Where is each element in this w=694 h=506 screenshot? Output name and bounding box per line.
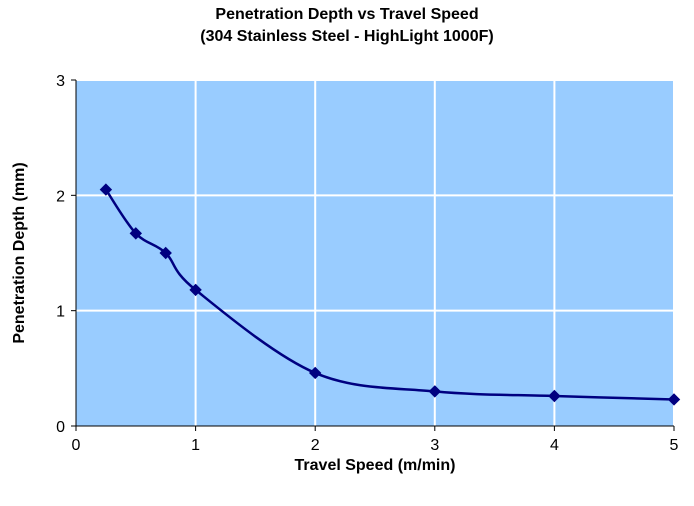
y-tick-label: 3 (56, 73, 65, 90)
axes (71, 79, 675, 431)
x-tick-label: 4 (550, 437, 559, 454)
tick-labels: 0 1 2 3 4 5 0 1 2 3 (56, 73, 678, 454)
data-point-marker (428, 385, 442, 398)
data-point-marker (159, 246, 172, 260)
y-tick-label: 1 (56, 304, 65, 321)
chart-title: Penetration Depth vs Travel Speed (215, 6, 479, 23)
plot-area (76, 80, 674, 426)
chart-subtitle: (304 Stainless Steel - HighLight 1000F) (200, 28, 494, 45)
y-axis-label: Penetration Depth (mm) (11, 162, 28, 344)
x-axis-label: Travel Speed (m/min) (294, 457, 456, 474)
data-point-marker (129, 227, 143, 240)
grid-lines (76, 79, 675, 426)
x-tick-label: 2 (311, 437, 320, 454)
x-tick-label: 3 (430, 437, 439, 454)
data-point-marker (667, 393, 681, 406)
x-tick-label: 1 (191, 437, 200, 454)
y-tick-label: 2 (56, 188, 65, 205)
data-point-marker (99, 183, 113, 196)
x-tick-label: 5 (670, 437, 679, 454)
data-point-marker (189, 283, 202, 297)
series (99, 183, 681, 406)
y-tick-label: 0 (56, 419, 65, 436)
x-tick-label: 0 (72, 437, 81, 454)
data-point-marker (548, 389, 561, 403)
data-point-marker (308, 366, 322, 380)
